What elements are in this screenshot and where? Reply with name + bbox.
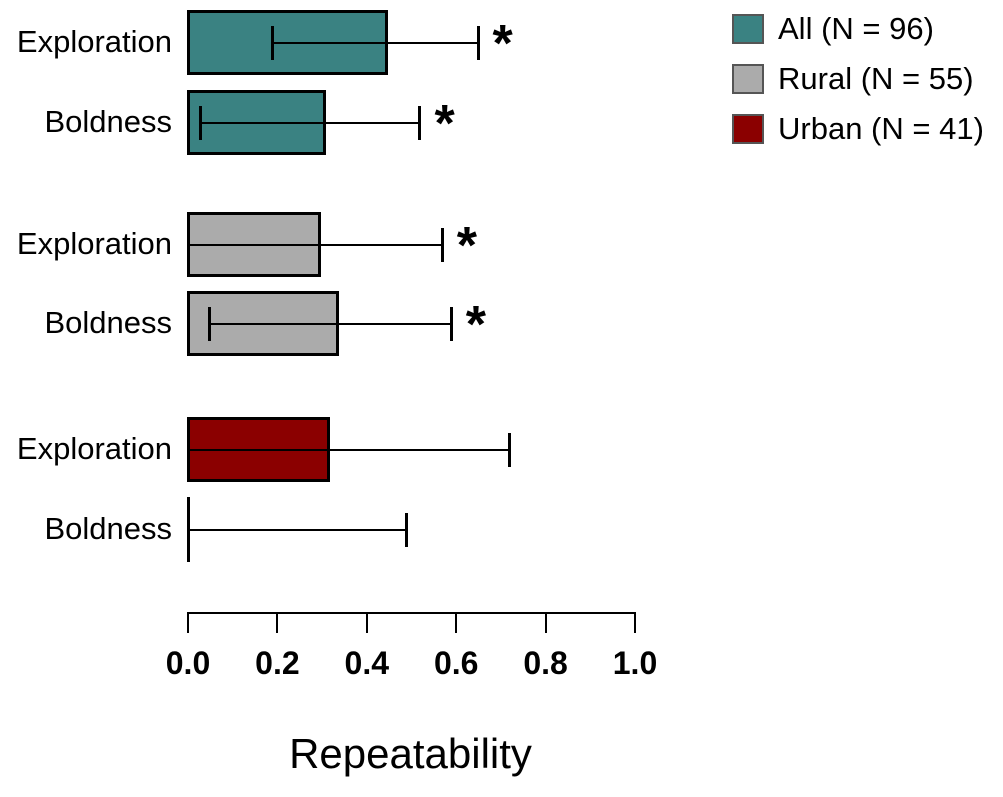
legend: All (N = 96) Rural (N = 55) Urban (N = 41) [732, 4, 984, 154]
legend-label-urban: Urban (N = 41) [778, 111, 984, 146]
error-bar-all-boldness [200, 121, 420, 124]
error-cap-high-rural-boldness [449, 306, 453, 341]
legend-item-rural: Rural (N = 55) [732, 54, 984, 104]
x-axis-tick-0.0 [187, 612, 189, 633]
legend-label-all: All (N = 96) [778, 11, 934, 46]
error-bar-rural-exploration [187, 243, 442, 246]
x-tick-label-0.0: 0.0 [165, 645, 211, 681]
significance-star-all-exploration: * [492, 14, 513, 73]
x-axis-title: Repeatability [289, 730, 532, 777]
x-tick-label-0.8: 0.8 [523, 645, 568, 681]
x-tick-label-1.0: 1.0 [612, 645, 658, 681]
legend-label-rural: Rural (N = 55) [778, 61, 974, 96]
error-cap-high-all-boldness [418, 105, 422, 140]
x-axis-tick-0.4 [365, 612, 368, 633]
error-cap-high-all-exploration [476, 25, 480, 60]
x-axis-line [187, 612, 636, 614]
legend-item-all: All (N = 96) [732, 4, 984, 54]
error-bar-all-exploration [271, 41, 478, 44]
x-axis-tick-0.2 [276, 612, 279, 633]
x-axis-tick-0.8 [544, 612, 547, 633]
x-tick-label-0.4: 0.4 [344, 645, 390, 681]
significance-star-rural-exploration: * [456, 216, 478, 275]
error-cap-low-all-boldness [199, 105, 203, 140]
error-cap-high-urban-boldness [405, 512, 409, 547]
legend-swatch-rural [732, 64, 764, 94]
x-axis-tick-0.6 [455, 612, 458, 633]
category-label-urban-boldness: Boldness [44, 510, 172, 546]
x-tick-label-0.2: 0.2 [255, 645, 300, 681]
significance-star-all-boldness: * [434, 94, 455, 153]
error-bar-rural-boldness [209, 322, 451, 325]
error-cap-high-rural-exploration [440, 227, 444, 262]
error-cap-low-rural-boldness [208, 306, 212, 341]
significance-star-rural-boldness: * [465, 295, 486, 354]
category-label-all-boldness: Boldness [44, 103, 172, 139]
error-cap-low-all-exploration [270, 25, 274, 60]
legend-swatch-all [732, 14, 764, 44]
category-label-urban-exploration: Exploration [16, 430, 172, 466]
category-label-rural-boldness: Boldness [44, 304, 172, 340]
x-axis-tick-1.0 [634, 612, 636, 633]
error-cap-high-urban-exploration [507, 432, 511, 467]
legend-swatch-urban [732, 114, 764, 144]
category-label-all-exploration: Exploration [16, 23, 172, 59]
category-label-rural-exploration: Exploration [16, 225, 172, 261]
error-bar-urban-exploration [187, 448, 509, 451]
x-tick-label-0.6: 0.6 [433, 645, 479, 681]
legend-item-urban: Urban (N = 41) [732, 104, 984, 154]
error-bar-urban-boldness [187, 528, 407, 531]
